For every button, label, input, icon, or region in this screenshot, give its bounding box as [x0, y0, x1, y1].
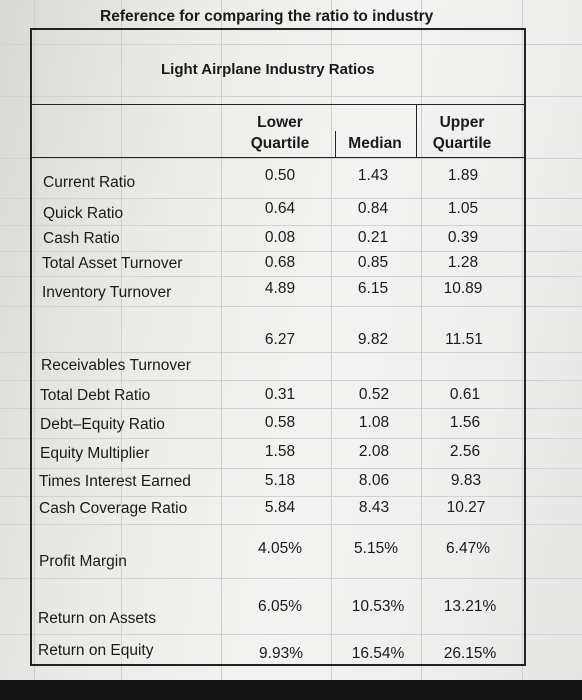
label-return-on-equity: Return on Equity: [38, 642, 154, 659]
value-upper: 13.21%: [443, 598, 497, 615]
value-median: 1.08: [358, 414, 390, 431]
table-title: Light Airplane Industry Ratios: [161, 61, 375, 78]
label-return-on-assets: Return on Assets: [38, 610, 157, 627]
label-cash-ratio: Cash Ratio: [43, 230, 120, 247]
value-median: 0.85: [357, 254, 389, 271]
label-receivables-turnover: Receivables Turnover: [41, 357, 191, 374]
value-upper: 6.47%: [446, 540, 490, 557]
header-median: Median: [348, 135, 402, 152]
value-upper: 10.27: [446, 499, 486, 516]
label-inventory-turnover: Inventory Turnover: [42, 284, 172, 301]
value-median: 1.43: [357, 167, 389, 184]
header-lower-1: Lower: [257, 114, 303, 131]
value-median: 6.15: [357, 280, 389, 297]
table-border-right: [524, 28, 526, 666]
grid-line: [0, 496, 582, 497]
value-upper: 9.83: [450, 472, 482, 489]
value-lower: 5.18: [264, 472, 296, 489]
value-upper: 0.61: [449, 386, 481, 403]
grid-line: [0, 408, 582, 409]
value-upper: 1.05: [447, 200, 479, 217]
value-lower: 0.68: [264, 254, 296, 271]
value-upper: 0.39: [447, 229, 479, 246]
value-median: 10.53%: [351, 598, 405, 615]
value-lower: 0.58: [264, 414, 296, 431]
value-median: 8.06: [358, 472, 390, 489]
value-lower: 0.64: [264, 200, 296, 217]
grid-line: [0, 276, 582, 277]
header-divider: [30, 157, 526, 158]
grid-line: [0, 468, 582, 469]
header-upper-1: Upper: [439, 114, 485, 131]
title-divider: [30, 104, 526, 105]
label-total-asset-turnover: Total Asset Turnover: [42, 255, 183, 272]
grid-line: [0, 352, 582, 353]
value-lower: 5.84: [264, 499, 296, 516]
value-upper: 1.89: [447, 167, 479, 184]
value-lower: 4.89: [264, 280, 296, 297]
grid-line: [0, 306, 582, 307]
grid-line: [0, 251, 582, 252]
value-lower: 4.05%: [258, 540, 302, 557]
value-median: 16.54%: [351, 645, 405, 662]
value-lower: 0.50: [264, 167, 296, 184]
label-cash-coverage-ratio: Cash Coverage Ratio: [39, 500, 188, 517]
value-upper: 10.89: [443, 280, 483, 297]
header-upper-2: Quartile: [432, 135, 492, 152]
header-separator: [335, 131, 336, 158]
grid-line: [121, 0, 122, 700]
grid-line: [0, 225, 582, 226]
value-median: 5.15%: [354, 540, 398, 557]
label-current-ratio: Current Ratio: [43, 174, 136, 191]
grid-line: [0, 524, 582, 525]
grid-line: [0, 380, 582, 381]
value-lower: 1.58: [264, 443, 296, 460]
label-debt-equity-ratio: Debt–Equity Ratio: [40, 416, 165, 433]
grid-line: [0, 438, 582, 439]
value-lower: 6.05%: [258, 598, 302, 615]
value-median: 0.52: [358, 386, 390, 403]
label-profit-margin: Profit Margin: [39, 553, 127, 570]
grid-line: [0, 158, 582, 159]
value-lower: 0.08: [264, 229, 296, 246]
label-equity-multiplier: Equity Multiplier: [40, 445, 150, 462]
value-median: 9.82: [357, 331, 389, 348]
value-upper: 1.56: [449, 414, 481, 431]
label-total-debt-ratio: Total Debt Ratio: [40, 387, 151, 404]
value-median: 8.43: [358, 499, 390, 516]
grid-line: [522, 0, 523, 700]
grid-line: [0, 198, 582, 199]
label-quick-ratio: Quick Ratio: [43, 205, 124, 222]
table-border-bottom: [30, 664, 526, 666]
value-median: 0.21: [357, 229, 389, 246]
grid-line: [0, 634, 582, 635]
value-upper: 2.56: [449, 443, 481, 460]
value-upper: 1.28: [447, 254, 479, 271]
grid-line: [421, 0, 422, 700]
value-median: 2.08: [358, 443, 390, 460]
grid-line: [221, 0, 222, 700]
grid-line: [0, 578, 582, 579]
grid-line: [0, 96, 582, 97]
table-border-left: [30, 28, 32, 666]
table-border-top: [30, 28, 526, 30]
header-separator: [416, 104, 417, 158]
grid-line: [34, 0, 35, 700]
value-lower: 6.27: [264, 331, 296, 348]
photo-bottom-edge: [0, 680, 582, 700]
label-times-interest-earned: Times Interest Earned: [39, 473, 191, 490]
value-median: 0.84: [357, 200, 389, 217]
grid-line: [331, 0, 332, 700]
header-lower-2: Quartile: [250, 135, 310, 152]
grid-line: [0, 44, 582, 45]
value-upper: 26.15%: [443, 645, 497, 662]
value-lower: 9.93%: [259, 645, 303, 662]
caption: Reference for comparing the ratio to ind…: [100, 8, 434, 25]
value-upper: 11.51: [445, 331, 483, 348]
value-lower: 0.31: [264, 386, 296, 403]
